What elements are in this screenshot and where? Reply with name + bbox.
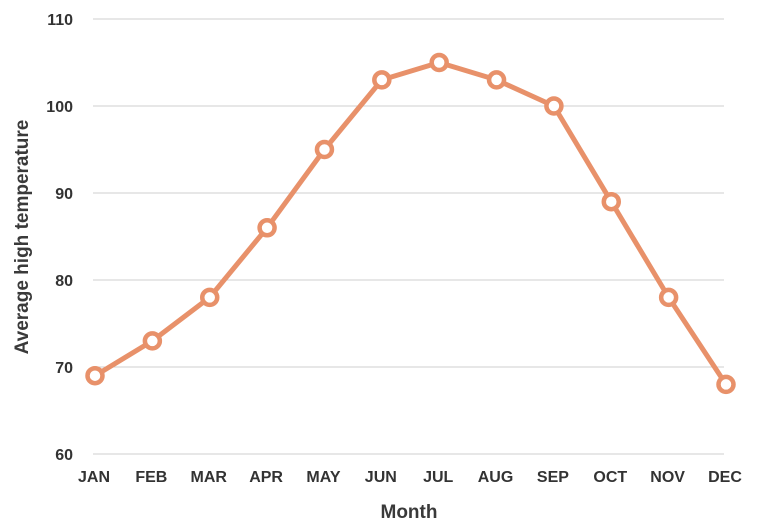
y-tick-label: 80: [55, 273, 73, 290]
data-point-jan: [85, 365, 105, 386]
gridlines: [93, 18, 724, 455]
x-tick-label: JAN: [78, 469, 110, 486]
data-point-mar: [199, 287, 220, 308]
series-line: [92, 60, 729, 387]
y-tick-label: 100: [46, 99, 73, 116]
data-point-jun: [372, 70, 392, 90]
y-axis-tick-labels: 60 70 80 90 100 110: [46, 12, 73, 464]
x-tick-label: DEC: [708, 469, 742, 486]
data-point-feb: [142, 331, 163, 351]
data-point-apr: [257, 218, 277, 238]
data-point-jul: [429, 52, 449, 73]
y-tick-label: 60: [55, 447, 73, 464]
y-tick-label: 70: [55, 360, 73, 377]
x-axis-tick-labels: JAN FEB MAR APR MAY JUN JUL AUG SEP OCT NOV DEC: [78, 469, 742, 486]
data-point-nov: [658, 287, 679, 308]
x-tick-label: JUN: [365, 469, 397, 486]
data-point-dec: [716, 374, 736, 395]
y-tick-label: 90: [55, 186, 73, 203]
data-point-aug: [486, 70, 507, 90]
data-point-sep: [544, 96, 564, 116]
y-tick-label: 110: [47, 12, 73, 29]
x-tick-label: AUG: [478, 469, 514, 486]
x-tick-label: NOV: [650, 469, 685, 486]
x-tick-label: OCT: [593, 469, 627, 486]
x-tick-label: APR: [249, 469, 283, 486]
x-tick-label: JUL: [423, 469, 453, 486]
x-tick-label: SEP: [537, 469, 569, 486]
x-axis-title: Month: [381, 502, 438, 523]
x-tick-label: MAR: [191, 469, 228, 486]
series-group: [85, 52, 736, 395]
data-point-oct: [601, 191, 622, 212]
x-tick-label: MAY: [306, 469, 340, 486]
x-tick-label: FEB: [135, 469, 167, 486]
y-axis-title: Average high temperature: [12, 120, 33, 355]
data-point-may: [314, 139, 335, 160]
